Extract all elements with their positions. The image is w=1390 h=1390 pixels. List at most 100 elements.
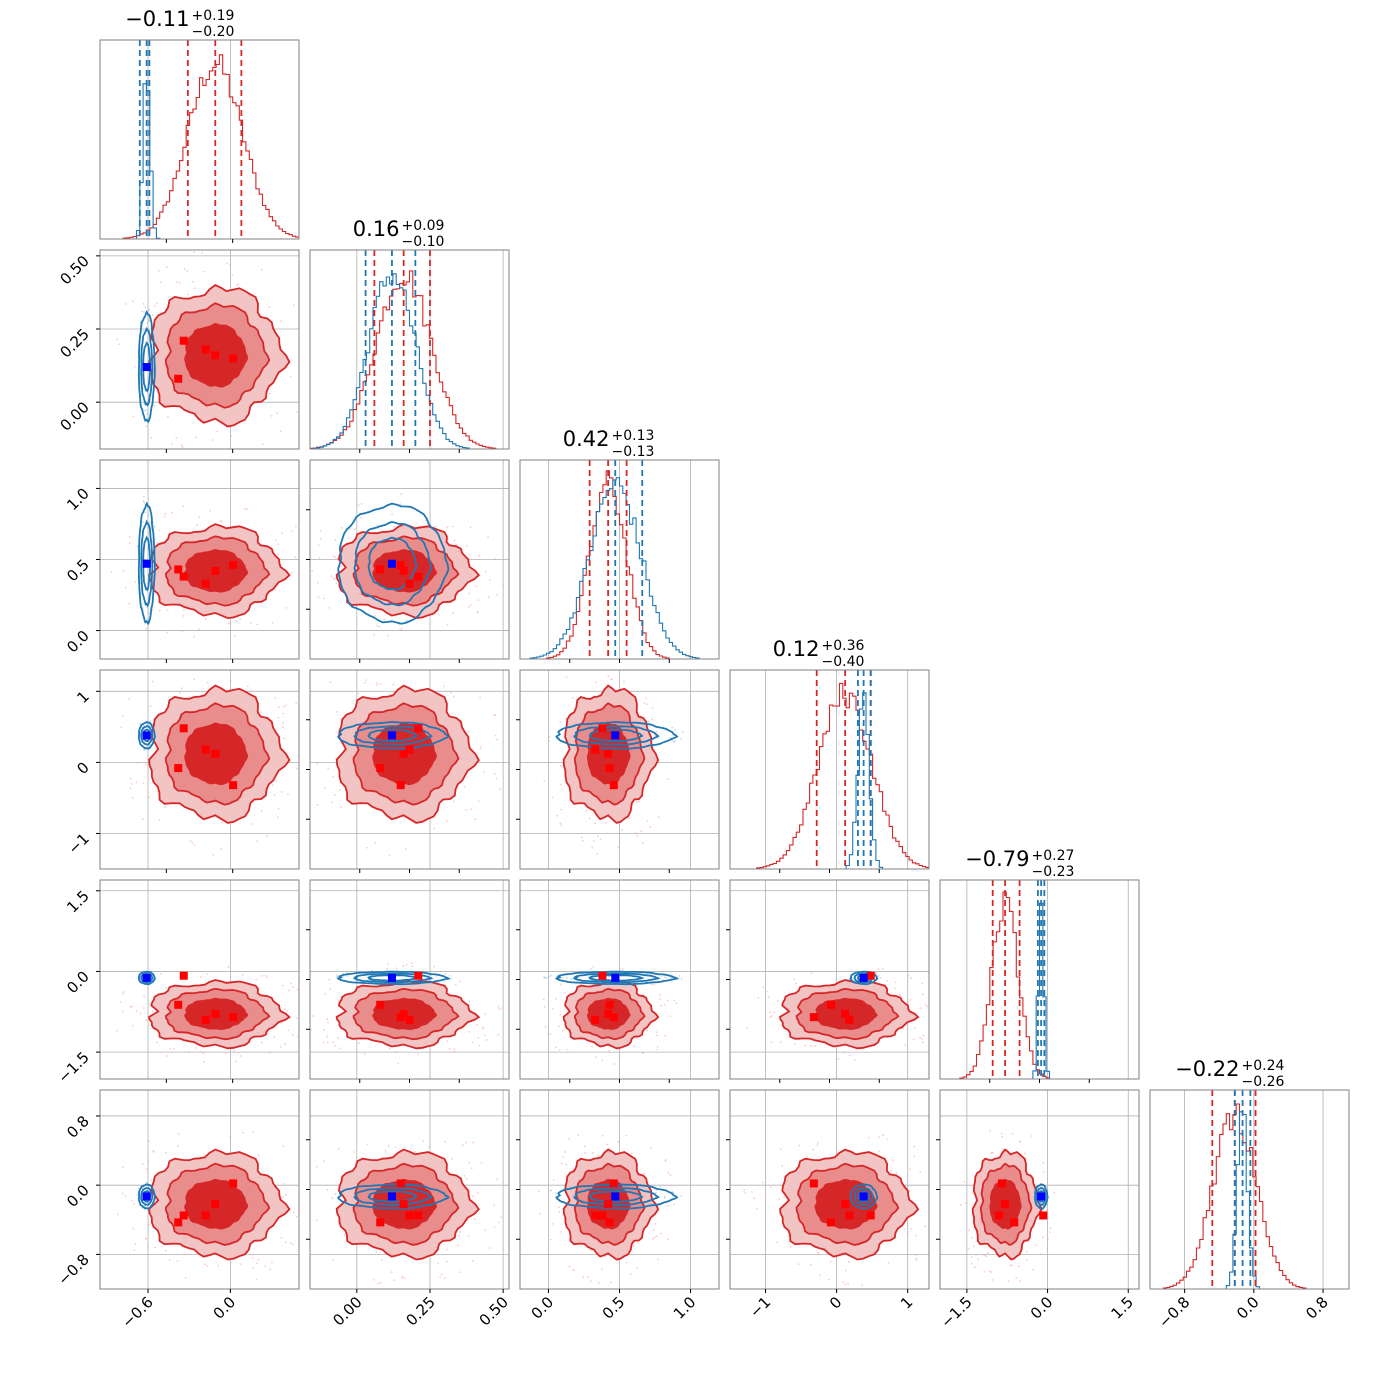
red-sample-point	[592, 966, 595, 968]
red-sample-point	[315, 1219, 318, 1222]
red-sample-point	[455, 543, 458, 546]
blue-sample-point	[147, 513, 149, 515]
x-tick-label: 0.50	[476, 1293, 512, 1329]
red-sample-point	[878, 1136, 880, 1138]
red-sample-point	[260, 711, 263, 713]
blue-sample-point	[678, 975, 681, 977]
red-sample-point	[618, 1056, 621, 1059]
red-sample-point	[601, 1059, 604, 1062]
red-sample-point	[552, 1007, 555, 1010]
blue-sample-point	[877, 975, 880, 977]
blue-histogram	[520, 477, 719, 659]
red-sample-point	[891, 1159, 894, 1162]
red-sample-point	[152, 1010, 155, 1013]
red-sample-point	[666, 999, 669, 1002]
red-sample-point	[585, 810, 588, 813]
red-marker	[229, 354, 238, 363]
contour-panel: −1 0 1	[64, 669, 309, 873]
blue-sample-point	[671, 1190, 674, 1193]
red-sample-point	[289, 375, 292, 378]
red-sample-point	[469, 553, 472, 556]
red-sample-point	[446, 526, 449, 528]
red-sample-point	[151, 314, 154, 316]
red-sample-point	[306, 1201, 308, 1203]
red-sample-point	[767, 996, 770, 998]
red-sample-point	[290, 982, 293, 985]
red-sample-point	[299, 546, 301, 548]
red-sample-point	[558, 1211, 561, 1214]
red-sample-point	[129, 777, 132, 780]
red-sample-point	[610, 1281, 613, 1284]
red-sample-point	[282, 1145, 285, 1147]
red-sample-point	[239, 618, 242, 620]
red-sample-point	[331, 801, 334, 803]
blue-sample-point	[353, 528, 356, 531]
red-sample-point	[937, 1022, 939, 1024]
red-sample-point	[920, 1037, 923, 1040]
red-sample-point	[386, 967, 388, 970]
red-sample-point	[924, 1003, 927, 1006]
red-sample-point	[468, 1031, 471, 1033]
red-sample-point	[271, 784, 274, 786]
blue-sample-point	[435, 975, 438, 978]
red-histogram	[730, 682, 929, 869]
blue-sample-point	[145, 413, 148, 416]
red-sample-point	[768, 1011, 771, 1014]
red-sample-point	[307, 730, 309, 732]
panel-frame	[99, 879, 300, 1080]
red-sample-point	[323, 787, 326, 789]
red-sample-point	[487, 596, 490, 599]
red-sample-point	[484, 570, 487, 573]
red-sample-point	[251, 1256, 254, 1259]
red-sample-point	[166, 609, 169, 611]
red-sample-point	[549, 1238, 552, 1241]
red-sample-point	[116, 1029, 118, 1032]
red-marker	[396, 1179, 405, 1188]
red-sample-point	[266, 835, 269, 837]
red-sample-point	[769, 1186, 772, 1189]
red-sample-point	[459, 1231, 462, 1233]
red-sample-point	[604, 1255, 607, 1258]
red-sample-point	[292, 1243, 295, 1246]
blue-sample-point	[660, 975, 663, 978]
red-sample-point	[337, 1148, 340, 1150]
red-sample-point	[908, 1190, 911, 1192]
red-sample-point	[1042, 1170, 1045, 1173]
red-marker	[201, 1015, 210, 1024]
red-marker	[174, 374, 183, 383]
red-sample-point	[154, 1246, 156, 1249]
contour-panel: −0.6 0.0 −0.8 0.0 0.8	[54, 1089, 300, 1332]
red-sample-point	[769, 1016, 771, 1019]
red-sample-point	[166, 631, 169, 634]
red-sample-point	[909, 1168, 911, 1170]
red-sample-point	[235, 620, 238, 623]
red-sample-point	[538, 1212, 541, 1215]
blue-contour	[588, 1190, 644, 1203]
red-sample-point	[180, 687, 183, 690]
red-sample-point	[124, 303, 127, 305]
blue-contour	[137, 501, 156, 626]
red-sample-point	[324, 993, 326, 995]
red-marker	[591, 745, 600, 754]
blue-sample-point	[669, 736, 672, 739]
red-sample-point	[294, 555, 297, 558]
red-sample-point	[187, 293, 189, 296]
red-sample-point	[452, 695, 455, 698]
red-sample-point	[560, 808, 563, 811]
red-sample-point	[371, 969, 373, 972]
red-sample-point	[1011, 1264, 1014, 1267]
red-marker	[826, 1218, 835, 1227]
red-sample-point	[930, 1171, 932, 1173]
red-sample-point	[287, 989, 290, 992]
red-sample-point	[915, 1257, 918, 1260]
blue-sample-point	[427, 971, 429, 973]
red-sample-point	[122, 991, 125, 993]
blue-contour	[353, 725, 433, 746]
red-sample-point	[623, 680, 625, 683]
red-sample-point	[178, 282, 181, 284]
red-sample-point	[1017, 1265, 1020, 1268]
red-sample-point	[330, 575, 333, 578]
red-sample-point	[264, 1265, 267, 1267]
blue-contour	[137, 970, 156, 986]
red-sample-point	[909, 999, 912, 1001]
